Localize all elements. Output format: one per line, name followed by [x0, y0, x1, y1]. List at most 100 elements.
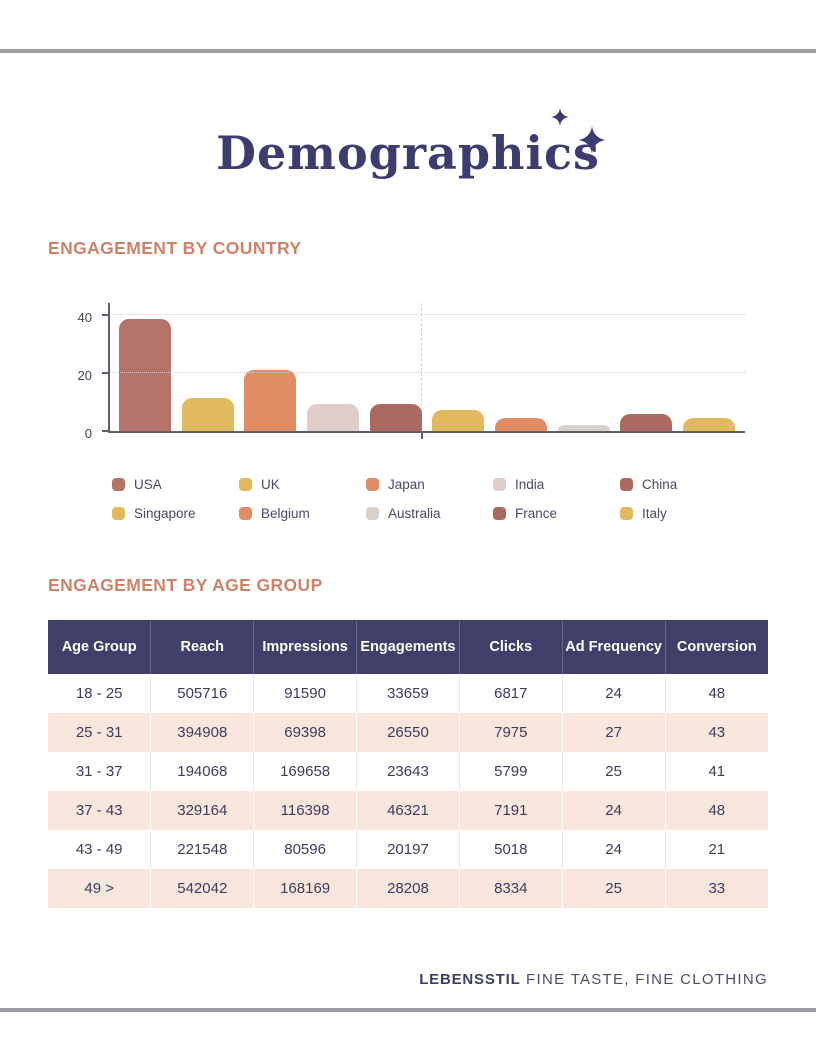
bar-italy — [682, 418, 735, 431]
section-heading-age: ENGAGEMENT BY AGE GROUP — [48, 575, 323, 595]
column-header: Engagements — [356, 620, 460, 674]
y-axis-labels: 0 20 40 — [48, 303, 108, 441]
table-cell: 505716 — [150, 674, 254, 713]
legend-item-australia: Australia — [366, 503, 493, 523]
table-cell: 20197 — [356, 830, 460, 869]
table-cell: 48 — [664, 791, 768, 830]
table-cell: 31 - 37 — [75, 763, 123, 780]
chart-plot-area — [102, 303, 745, 439]
footer: LEBENSSTIL FINE TASTE, FINE CLOTHING — [419, 971, 768, 988]
page-title: Demographics — [216, 126, 600, 180]
table-cell: 116398 — [253, 791, 357, 830]
legend-item-japan: Japan — [366, 474, 493, 494]
table-cell: 37 - 43 — [75, 802, 123, 819]
legend-label: USA — [134, 476, 162, 492]
title-block: Demographics — [0, 126, 816, 180]
table-cell: 33659 — [356, 674, 460, 713]
legend-label: China — [642, 476, 678, 492]
y-tick-label: 40 — [77, 310, 92, 326]
legend-item-france: France — [493, 503, 620, 523]
table-cell: 24 — [561, 830, 666, 869]
bar-belgium — [494, 418, 547, 431]
legend-item-italy: Italy — [620, 503, 747, 523]
country-bar-chart: 0 20 40 — [48, 303, 768, 441]
table-row: 25 - 31 394908 69398 26550 7975 27 43 — [48, 713, 768, 752]
legend-swatch-icon — [620, 506, 633, 520]
table-cell: 7975 — [458, 713, 563, 752]
legend-label: France — [515, 505, 558, 521]
table-cell: 41 — [664, 752, 768, 791]
table-cell: 23643 — [356, 752, 460, 791]
legend-item-belgium: Belgium — [239, 503, 366, 523]
table-cell: 25 — [561, 869, 666, 908]
table-cell: 80596 — [253, 830, 357, 869]
table-cell: 24 — [561, 791, 666, 830]
table-cell: 69398 — [253, 713, 357, 752]
horizontal-gridline — [110, 314, 745, 316]
legend-label: Japan — [388, 476, 425, 492]
brand-name: LEBENSSTIL — [419, 971, 521, 988]
legend-item-usa: USA — [112, 474, 239, 494]
column-header: Conversion — [664, 620, 768, 674]
legend-label: Belgium — [261, 505, 310, 521]
vertical-gridline — [421, 303, 423, 431]
legend-swatch-icon — [239, 506, 252, 520]
table-cell: 168169 — [253, 869, 357, 908]
table-cell: 25 — [561, 752, 666, 791]
table-cell: 28208 — [356, 869, 460, 908]
table-body: 18 - 25 505716 91590 33659 6817 24 48 25 - 31 39… — [48, 674, 768, 908]
table-cell: 18 - 25 — [75, 685, 123, 702]
bar-group — [110, 303, 745, 431]
table-cell: 91590 — [253, 674, 357, 713]
column-header: Ad Frequency — [561, 620, 666, 674]
bar-singapore — [432, 409, 485, 431]
table-cell: 43 — [664, 713, 768, 752]
column-header: Reach — [150, 620, 254, 674]
legend-swatch-icon — [493, 477, 506, 491]
table-cell: 21 — [664, 830, 768, 869]
bar-france — [620, 413, 673, 431]
table-cell: 49 > — [84, 880, 114, 897]
table-cell: 43 - 49 — [75, 841, 123, 858]
legend-item-india: India — [493, 474, 620, 494]
column-header: Age Group — [48, 620, 151, 674]
legend-item-uk: UK — [239, 474, 366, 494]
bar-japan — [244, 369, 297, 431]
sparkle-icon — [551, 108, 569, 126]
table-row: 43 - 49 221548 80596 20197 5018 24 21 — [48, 830, 768, 869]
age-group-table: Age Group Reach Impressions Engagements Clic… — [48, 620, 768, 908]
legend-label: Italy — [642, 505, 667, 521]
y-axis-tick — [102, 314, 108, 317]
table-cell: 169658 — [253, 752, 357, 791]
table-cell: 7191 — [458, 791, 563, 830]
legend-label: UK — [261, 476, 280, 492]
y-axis-tick — [102, 430, 108, 432]
table-row: 49 > 542042 168169 28208 8334 25 33 — [48, 869, 768, 908]
table-row: 37 - 43 329164 116398 46321 7191 24 48 — [48, 791, 768, 830]
legend-swatch-icon — [112, 506, 125, 520]
table-cell: 542042 — [150, 869, 254, 908]
legend-swatch-icon — [366, 506, 379, 520]
legend-item-china: China — [620, 474, 747, 494]
legend-swatch-icon — [620, 477, 633, 491]
table-cell: 27 — [561, 713, 666, 752]
horizontal-gridline — [110, 372, 745, 374]
chart-legend: USA UK Japan India China Singapore Belgium Aust… — [112, 474, 747, 523]
sparkle-icon — [578, 126, 606, 154]
table-row: 31 - 37 194068 169658 23643 5799 25 41 — [48, 752, 768, 791]
table-cell: 6817 — [458, 674, 563, 713]
legend-item-singapore: Singapore — [112, 503, 239, 523]
bar-australia — [557, 425, 610, 431]
bar-india — [306, 403, 359, 431]
bar-china — [369, 403, 422, 431]
table-cell: 25 - 31 — [75, 724, 123, 741]
page-bottom-rule — [0, 1008, 816, 1012]
table-cell: 24 — [561, 674, 666, 713]
table-cell: 48 — [664, 674, 768, 713]
column-header: Clicks — [458, 620, 563, 674]
legend-swatch-icon — [366, 477, 379, 491]
table-row: 18 - 25 505716 91590 33659 6817 24 48 — [48, 674, 768, 713]
y-tick-label: 20 — [77, 368, 92, 384]
legend-label: Australia — [388, 505, 441, 521]
y-tick-label: 0 — [84, 426, 92, 441]
